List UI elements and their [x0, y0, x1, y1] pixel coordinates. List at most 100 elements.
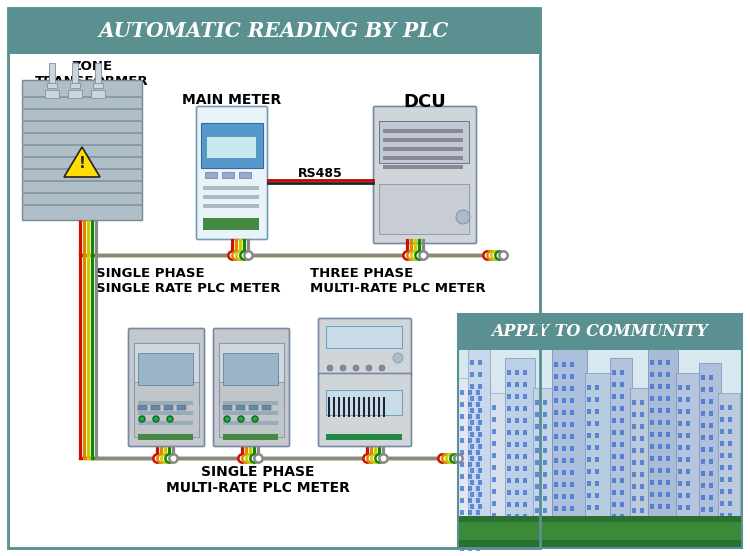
- Bar: [728, 525, 732, 530]
- Bar: [535, 472, 539, 477]
- Bar: [476, 414, 480, 419]
- Bar: [535, 460, 539, 465]
- Bar: [476, 522, 480, 527]
- Circle shape: [340, 365, 346, 371]
- Bar: [523, 406, 527, 411]
- Bar: [535, 532, 539, 537]
- Bar: [507, 538, 511, 543]
- FancyBboxPatch shape: [128, 329, 205, 446]
- Bar: [612, 406, 616, 411]
- Bar: [476, 426, 480, 431]
- Bar: [720, 441, 724, 446]
- Bar: [164, 405, 173, 410]
- Bar: [678, 469, 682, 474]
- Polygon shape: [64, 147, 100, 177]
- Bar: [47, 83, 57, 88]
- Bar: [658, 384, 662, 389]
- Bar: [658, 480, 662, 485]
- Bar: [470, 360, 474, 365]
- Bar: [640, 412, 644, 417]
- Bar: [219, 382, 284, 437]
- Bar: [632, 520, 636, 525]
- Bar: [476, 390, 480, 395]
- Bar: [492, 417, 496, 422]
- Bar: [666, 456, 670, 461]
- Bar: [333, 397, 335, 417]
- Bar: [535, 436, 539, 441]
- Bar: [201, 123, 263, 168]
- Bar: [458, 522, 742, 540]
- Bar: [22, 156, 142, 158]
- Bar: [507, 382, 511, 387]
- Bar: [223, 401, 278, 405]
- Bar: [543, 436, 547, 441]
- Bar: [640, 424, 644, 429]
- Bar: [709, 483, 713, 488]
- Bar: [507, 490, 511, 495]
- FancyBboxPatch shape: [196, 107, 268, 240]
- Bar: [666, 420, 670, 425]
- Bar: [515, 430, 519, 435]
- Bar: [476, 462, 480, 467]
- Bar: [223, 405, 232, 410]
- Bar: [720, 537, 724, 542]
- Bar: [458, 516, 742, 548]
- Bar: [666, 468, 670, 473]
- Bar: [570, 482, 574, 487]
- Bar: [686, 421, 690, 426]
- Bar: [476, 474, 480, 479]
- Bar: [678, 457, 682, 462]
- Bar: [476, 438, 480, 443]
- Bar: [701, 471, 705, 476]
- Bar: [554, 494, 558, 499]
- Bar: [239, 172, 251, 178]
- Bar: [507, 430, 511, 435]
- Bar: [379, 184, 469, 234]
- Bar: [562, 362, 566, 367]
- Bar: [678, 481, 682, 486]
- Bar: [666, 516, 670, 521]
- Bar: [709, 423, 713, 428]
- Bar: [515, 382, 519, 387]
- Bar: [458, 314, 742, 350]
- Bar: [533, 388, 555, 548]
- Bar: [507, 502, 511, 507]
- Bar: [686, 505, 690, 510]
- Bar: [595, 409, 599, 414]
- Bar: [658, 516, 662, 521]
- Bar: [570, 422, 574, 427]
- Bar: [515, 466, 519, 471]
- Bar: [612, 454, 616, 459]
- Bar: [632, 472, 636, 477]
- Bar: [709, 471, 713, 476]
- Bar: [138, 434, 193, 440]
- Bar: [709, 387, 713, 392]
- Bar: [620, 394, 624, 399]
- Bar: [468, 426, 472, 431]
- Bar: [620, 466, 624, 471]
- Bar: [640, 484, 644, 489]
- Bar: [543, 508, 547, 513]
- Bar: [515, 490, 519, 495]
- Bar: [620, 430, 624, 435]
- Text: SINGLE RATE PLC METER: SINGLE RATE PLC METER: [96, 282, 280, 295]
- Bar: [709, 531, 713, 536]
- Bar: [554, 422, 558, 427]
- Bar: [535, 520, 539, 525]
- Bar: [470, 492, 474, 497]
- Bar: [348, 397, 350, 417]
- Bar: [650, 504, 654, 509]
- Bar: [554, 506, 558, 511]
- Bar: [523, 442, 527, 447]
- Bar: [728, 501, 732, 506]
- Bar: [492, 513, 496, 518]
- Bar: [543, 424, 547, 429]
- Bar: [507, 406, 511, 411]
- Bar: [728, 405, 732, 410]
- Bar: [678, 517, 682, 522]
- Bar: [612, 526, 616, 531]
- Circle shape: [139, 416, 145, 422]
- Bar: [720, 489, 724, 494]
- Bar: [701, 375, 705, 380]
- Bar: [554, 434, 558, 439]
